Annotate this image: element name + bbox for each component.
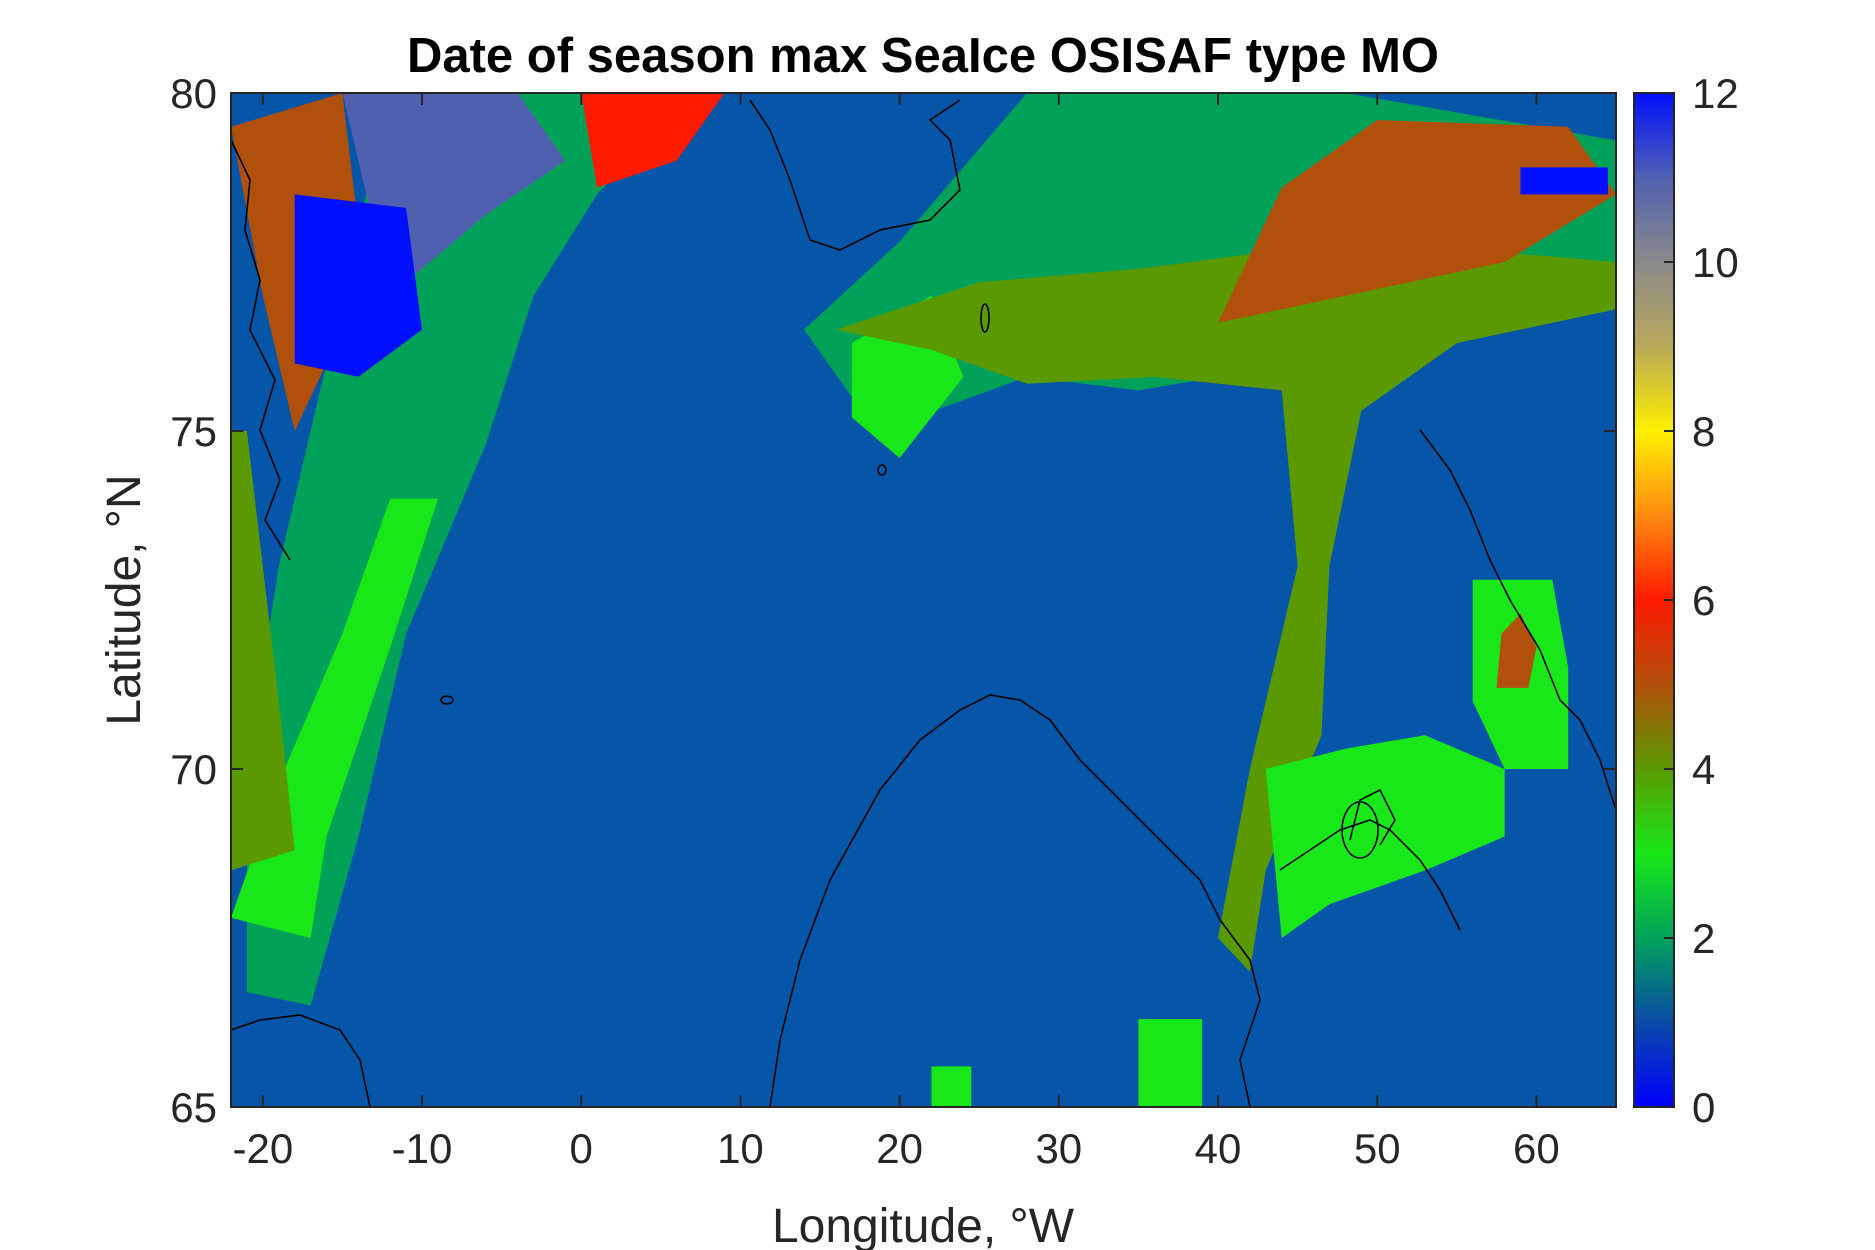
ice-region-9 <box>835 241 1616 972</box>
coastlines <box>231 99 1616 1107</box>
x-tick-label: 40 <box>1195 1125 1242 1172</box>
ice-region-6 <box>581 93 725 188</box>
x-tick-label: 20 <box>876 1125 923 1172</box>
plot-frame <box>230 92 1617 1108</box>
white-sea-lake-coastline <box>1341 801 1379 859</box>
bear-island-coastline <box>877 464 887 476</box>
svalbard-coastline <box>749 99 961 251</box>
y-tick-label: 70 <box>170 746 217 793</box>
x-tick-label: 60 <box>1513 1125 1560 1172</box>
svalbard-island-coastline <box>980 303 990 333</box>
colorbar-tick-label: 10 <box>1692 239 1739 286</box>
colorbar-ticks: 0 2 4 6 8 10 12 <box>1664 70 1739 1131</box>
colorbar-tick-label: 8 <box>1692 408 1715 455</box>
ice-region-10 <box>1218 120 1616 323</box>
ice-region-14 <box>1496 613 1537 688</box>
colorbar: 0 2 4 6 8 10 12 <box>1633 70 1739 1131</box>
ice-region-11 <box>1520 167 1608 195</box>
y-axis: 65 70 75 80 <box>170 70 1616 1131</box>
novaya-zemlya-coastline <box>1419 429 1616 811</box>
ice-region-15 <box>1138 1019 1203 1107</box>
x-axis-label: Longitude, °W <box>772 1200 1075 1250</box>
ice-region-5 <box>294 194 422 377</box>
x-tick-label: -10 <box>392 1125 453 1172</box>
norway-coastline <box>769 694 1261 1107</box>
x-tick-label: 10 <box>717 1125 764 1172</box>
plot-area <box>230 92 1617 1108</box>
y-tick-label: 75 <box>170 408 217 455</box>
x-tick-label: 50 <box>1354 1125 1401 1172</box>
jan-mayen-coastline <box>440 695 454 705</box>
colorbar-tick-label: 4 <box>1692 746 1715 793</box>
x-tick-label: -20 <box>232 1125 293 1172</box>
ice-regions <box>231 93 1616 1107</box>
colorbar-tick-label: 2 <box>1692 915 1715 962</box>
y-tick-label: 65 <box>170 1084 217 1131</box>
colorbar-tick-label: 12 <box>1692 70 1739 117</box>
colorbar-tick-label: 6 <box>1692 577 1715 624</box>
chart-title: Date of season max SeaIce OSISAF type MO <box>407 29 1439 83</box>
greenland-coastline <box>231 139 291 561</box>
ice-region-2 <box>231 431 295 871</box>
ice-region-16 <box>931 1066 972 1107</box>
y-tick-label: 80 <box>170 70 217 117</box>
iceland-coastline <box>231 1014 371 1107</box>
x-axis: -20 -10 0 10 20 30 40 50 60 <box>232 93 1560 1172</box>
white-sea-coastline <box>1349 788 1396 846</box>
x-tick-label: 0 <box>570 1125 593 1172</box>
x-tick-label: 30 <box>1035 1125 1082 1172</box>
y-axis-label: Latitude, °N <box>98 474 151 725</box>
colorbar-tick-label: 0 <box>1692 1084 1715 1131</box>
kola-coastline <box>1279 819 1461 931</box>
